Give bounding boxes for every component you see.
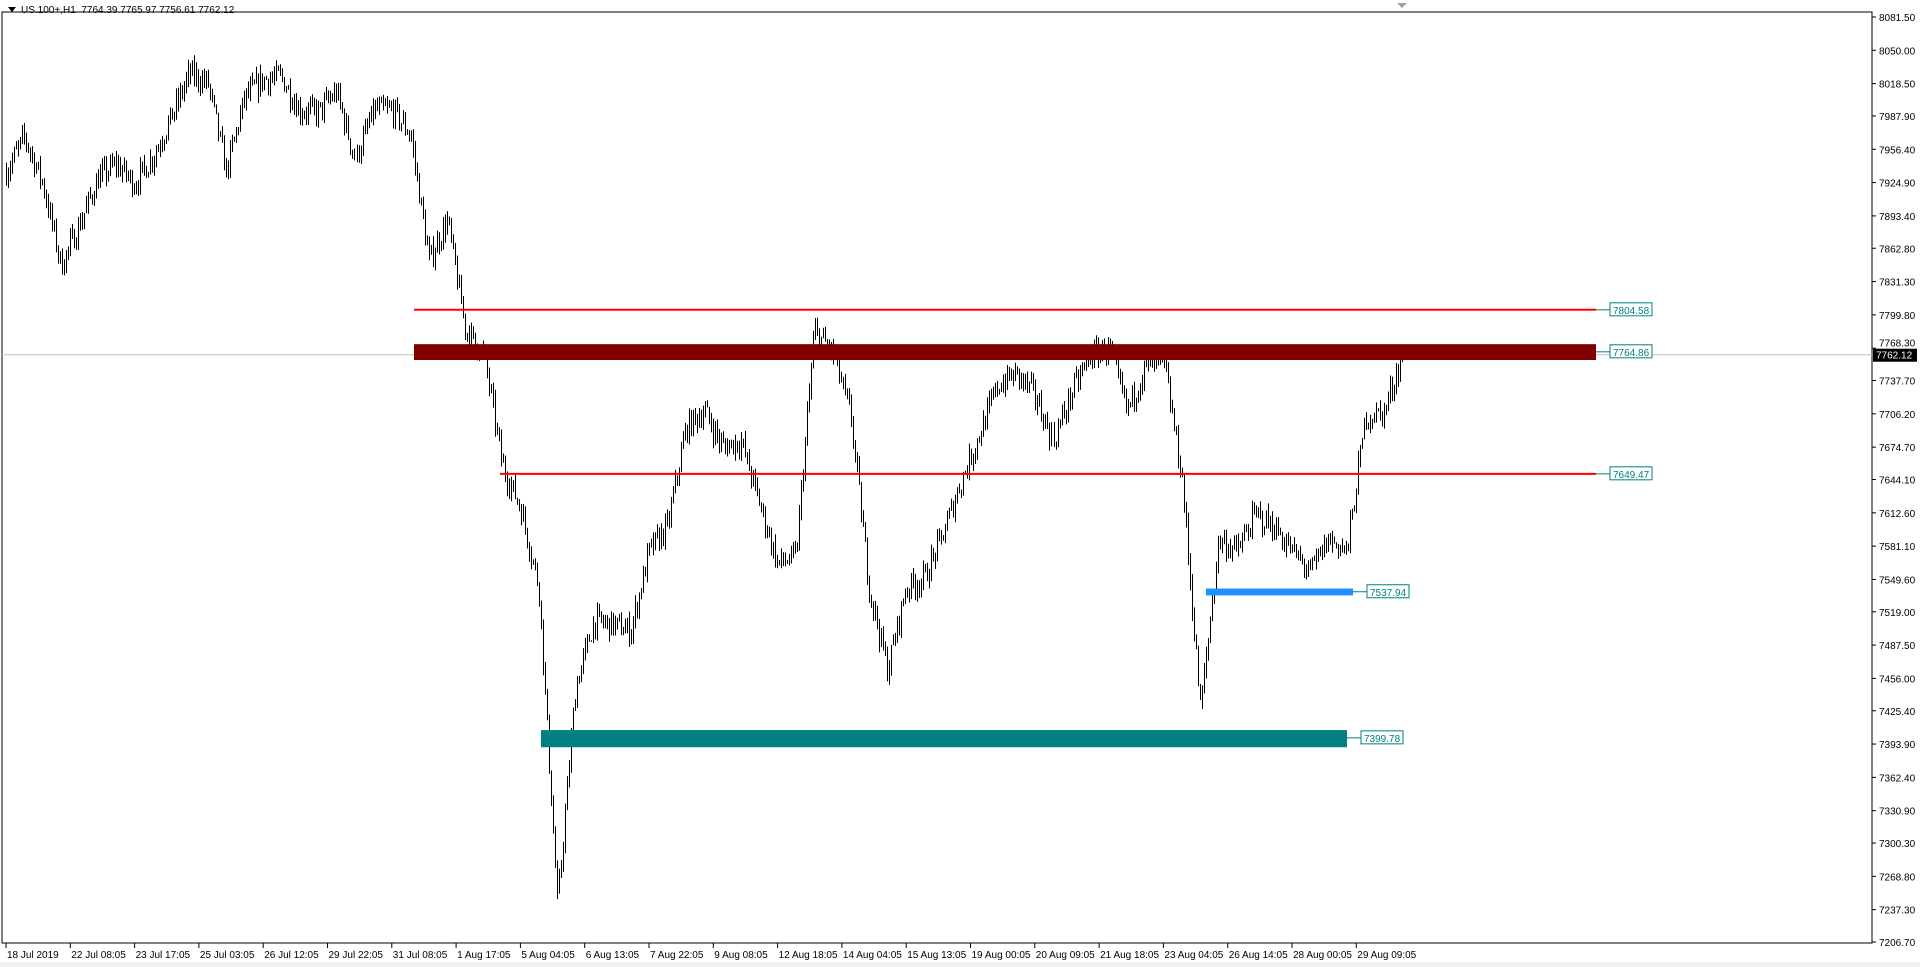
x-tick-label: 26 Jul 12:05 — [264, 950, 319, 961]
ohlc-readout: 7764.39 7765.97 7756.61 7762.12 — [81, 5, 235, 16]
level-label: 7399.78 — [1364, 734, 1401, 745]
y-tick-label: 7706.20 — [1879, 410, 1916, 421]
x-tick-label: 31 Jul 08:05 — [393, 950, 448, 961]
triangle-down-icon[interactable] — [8, 7, 16, 12]
x-tick-label: 28 Aug 00:05 — [1293, 950, 1352, 961]
y-tick-label: 7300.30 — [1879, 839, 1916, 850]
y-tick-label: 8050.00 — [1879, 46, 1916, 57]
level-label-box — [1366, 584, 1410, 599]
y-tick-label: 8081.50 — [1879, 13, 1916, 24]
y-tick-label: 7737.70 — [1879, 377, 1916, 388]
y-tick-label: 7831.30 — [1879, 278, 1916, 289]
y-tick-label: 7362.40 — [1879, 773, 1916, 784]
x-tick-label: 25 Jul 03:05 — [200, 950, 255, 961]
y-tick-label: 7862.80 — [1879, 244, 1916, 255]
current-price-label: 7762.12 — [1876, 351, 1913, 362]
y-tick-label: 7581.10 — [1879, 542, 1916, 553]
y-tick-label: 7425.40 — [1879, 707, 1916, 718]
y-tick-label: 7549.60 — [1879, 575, 1916, 586]
x-tick-label: 21 Aug 18:05 — [1100, 950, 1159, 961]
y-tick-label: 8018.50 — [1879, 80, 1916, 91]
level-label: 7764.86 — [1613, 348, 1650, 359]
current-price-box — [1873, 348, 1917, 362]
y-tick-label: 7519.00 — [1879, 608, 1916, 619]
x-tick-label: 29 Aug 09:05 — [1357, 950, 1416, 961]
level-label-box — [1609, 466, 1653, 481]
y-tick-label: 7612.60 — [1879, 509, 1916, 520]
level-label: 7804.58 — [1613, 306, 1650, 317]
level-zone — [414, 344, 1596, 361]
y-tick-label: 7237.30 — [1879, 906, 1916, 917]
y-tick-label: 7674.70 — [1879, 443, 1916, 454]
y-tick-label: 7268.80 — [1879, 872, 1916, 883]
chart-header: US.100+,H1 7764.39 7765.97 7756.61 7762.… — [8, 5, 234, 16]
y-tick-label: 7799.80 — [1879, 311, 1916, 322]
x-tick-label: 22 Jul 08:05 — [71, 950, 126, 961]
y-tick-label: 7768.30 — [1879, 339, 1916, 350]
x-tick-label: 18 Jul 2019 — [7, 950, 59, 961]
y-tick-label: 7456.00 — [1879, 674, 1916, 685]
chart-frame — [1, 11, 1873, 944]
x-tick-label: 6 Aug 13:05 — [586, 950, 640, 961]
x-tick-label: 7 Aug 22:05 — [650, 950, 704, 961]
chart-shift-marker-icon — [1397, 3, 1407, 8]
y-tick-label: 7487.50 — [1879, 641, 1916, 652]
x-tick-label: 23 Jul 17:05 — [136, 950, 191, 961]
x-tick-label: 19 Aug 00:05 — [972, 950, 1031, 961]
x-tick-label: 1 Aug 17:05 — [457, 950, 511, 961]
y-tick-label: 7330.90 — [1879, 807, 1916, 818]
x-tick-label: 20 Aug 09:05 — [1036, 950, 1095, 961]
x-tick-label: 9 Aug 08:05 — [714, 950, 768, 961]
y-tick-label: 7956.40 — [1879, 145, 1916, 156]
level-label: 7649.47 — [1613, 470, 1650, 481]
x-tick-label: 12 Aug 18:05 — [779, 950, 838, 961]
y-tick-label: 7206.70 — [1879, 938, 1916, 949]
y-tick-label: 7393.90 — [1879, 740, 1916, 751]
y-tick-label: 7644.10 — [1879, 476, 1916, 487]
x-tick-label: 15 Aug 13:05 — [907, 950, 966, 961]
y-tick-label: 7924.90 — [1879, 179, 1916, 190]
y-tick-label: 7987.90 — [1879, 112, 1916, 123]
x-tick-label: 14 Aug 04:05 — [843, 950, 902, 961]
level-label-box — [1360, 730, 1404, 745]
x-tick-label: 26 Aug 14:05 — [1229, 950, 1288, 961]
symbol-label: US.100+,H1 — [21, 5, 76, 16]
x-tick-label: 23 Aug 04:05 — [1164, 950, 1223, 961]
level-zone — [1206, 588, 1353, 596]
x-tick-label: 29 Jul 22:05 — [329, 950, 384, 961]
level-label-box — [1609, 302, 1653, 317]
level-label-box — [1609, 344, 1653, 359]
level-label: 7537.94 — [1370, 588, 1407, 599]
level-zone — [541, 730, 1347, 748]
x-tick-label: 5 Aug 04:05 — [521, 950, 575, 961]
y-tick-label: 7893.40 — [1879, 212, 1916, 223]
